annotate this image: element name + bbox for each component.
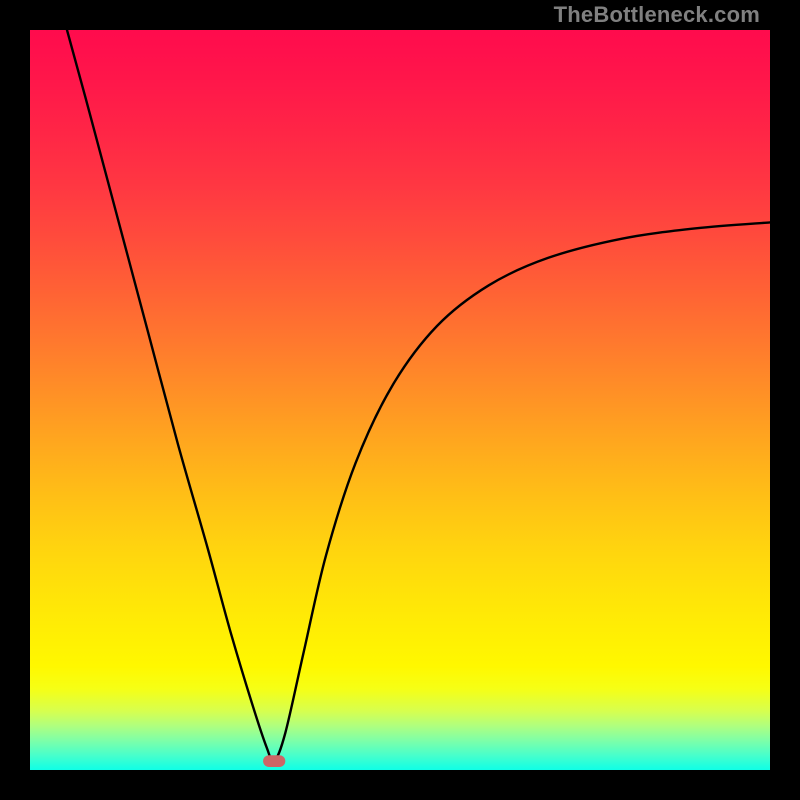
chart-background [30, 30, 770, 770]
attribution-text: TheBottleneck.com [554, 2, 760, 28]
chart-svg [30, 30, 770, 770]
bottleneck-chart [30, 30, 770, 770]
vertex-marker [263, 755, 285, 767]
